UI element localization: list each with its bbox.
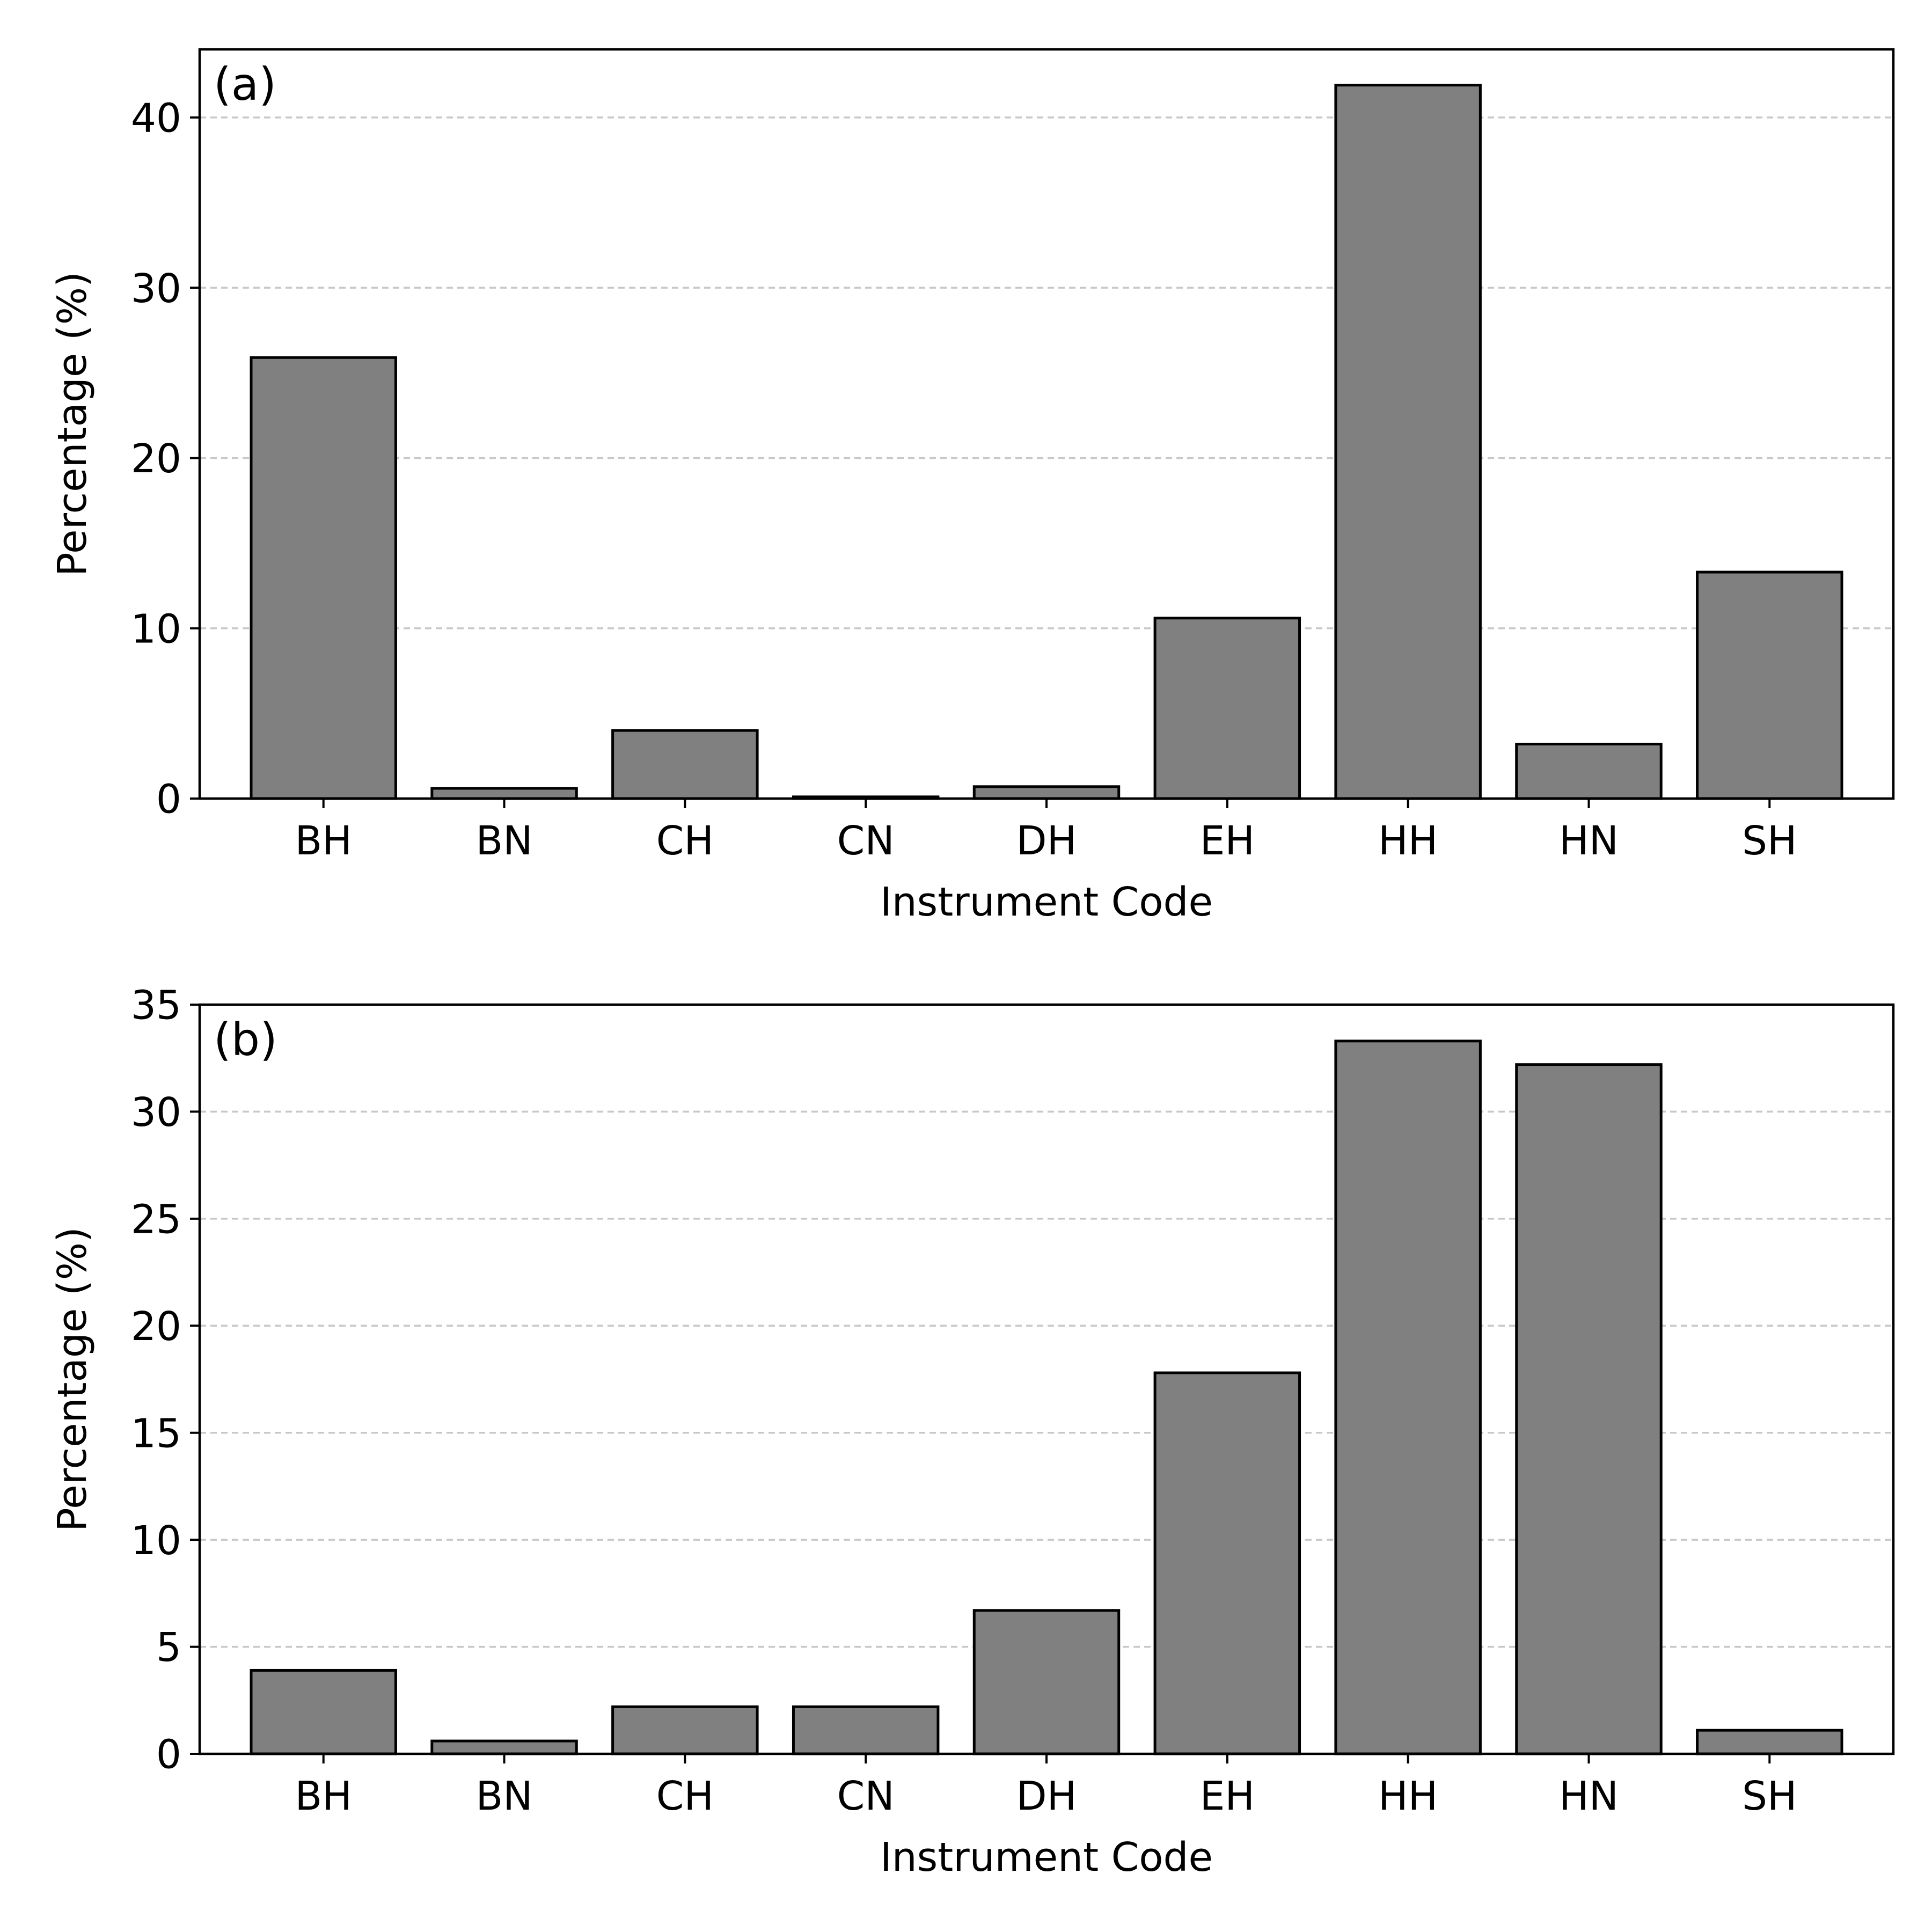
panel-a: 0 10 20 30 40 BH BN CH CN DH EH HH HN SH (a) Instrume… [49, 48, 1895, 925]
x-tick-label-a-hn: HN [1559, 818, 1619, 864]
bar-b-sh [1696, 1729, 1843, 1755]
y-axis-label-a: Percentage (%) [49, 272, 96, 576]
x-tick-label-a-eh: EH [1200, 818, 1255, 864]
y-tick-label-a-0: 0 [156, 777, 181, 823]
bar-a-sh [1696, 570, 1843, 800]
bars-b [250, 1040, 1843, 1755]
bar-b-bn [430, 1739, 578, 1755]
y-tick-label-b-20: 20 [131, 1304, 181, 1350]
panel-label-a: (a) [214, 58, 276, 111]
x-tick-label-a-bh: BH [295, 818, 352, 864]
bar-b-eh [1153, 1371, 1301, 1755]
y-axis-label-b: Percentage (%) [49, 1227, 96, 1532]
y-tick-label-a-10: 10 [131, 606, 181, 652]
bar-a-ch [611, 729, 759, 800]
panel-label-b: (b) [214, 1013, 277, 1066]
y-tick-label-b-30: 30 [131, 1089, 181, 1136]
bar-b-bh [250, 1668, 397, 1755]
bar-a-dh [972, 785, 1121, 800]
y-tick-label-b-35: 35 [131, 983, 181, 1029]
y-tick-label-b-10: 10 [131, 1518, 181, 1564]
x-tick-label-a-ch: CH [656, 818, 714, 864]
x-tick-label-b-hh: HH [1378, 1773, 1438, 1819]
bar-b-dh [972, 1609, 1121, 1755]
x-axis-label-a: Instrument Code [880, 879, 1213, 925]
x-axis-label-b: Instrument Code [880, 1834, 1213, 1880]
y-tick-label-b-0: 0 [156, 1732, 181, 1778]
x-tick-label-a-dh: DH [1016, 818, 1077, 864]
x-tick-label-b-bh: BH [295, 1773, 352, 1819]
bar-a-bh [250, 356, 397, 800]
ticks-a: 0 10 20 30 40 BH BN CH CN DH EH HH HN SH [131, 96, 1797, 864]
bar-a-eh [1153, 617, 1301, 800]
y-tick-label-b-25: 25 [131, 1196, 181, 1242]
bar-a-hh [1334, 84, 1482, 800]
bar-a-hn [1515, 742, 1663, 800]
bar-b-cn [792, 1705, 940, 1755]
x-tick-label-b-eh: EH [1200, 1773, 1255, 1819]
x-tick-label-b-sh: SH [1742, 1773, 1797, 1819]
panel-b: 0 5 10 15 20 25 30 35 BH BN CH CN DH EH HH HN SH (b) Ins… [49, 983, 1895, 1880]
ticks-b: 0 5 10 15 20 25 30 35 BH BN CH CN DH EH HH HN SH [131, 983, 1797, 1819]
y-tick-label-a-30: 30 [131, 266, 181, 312]
x-tick-label-b-hn: HN [1559, 1773, 1619, 1819]
x-tick-label-b-cn: CN [837, 1773, 895, 1819]
bar-a-bn [430, 787, 578, 800]
y-tick-label-b-15: 15 [131, 1410, 181, 1457]
x-tick-label-a-bn: BN [475, 818, 532, 864]
x-tick-label-b-bn: BN [475, 1773, 532, 1819]
bar-b-hn [1515, 1063, 1663, 1755]
y-tick-label-a-20: 20 [131, 436, 181, 482]
grid-lines-a [200, 116, 1893, 630]
y-tick-label-a-40: 40 [131, 96, 181, 142]
x-tick-label-a-hh: HH [1378, 818, 1438, 864]
x-tick-label-b-dh: DH [1016, 1773, 1077, 1819]
x-tick-label-a-cn: CN [837, 818, 895, 864]
bars-a [250, 84, 1843, 800]
bar-b-hh [1334, 1040, 1482, 1755]
bar-b-ch [611, 1705, 759, 1755]
y-tick-label-b-5: 5 [156, 1624, 181, 1671]
x-tick-label-b-ch: CH [656, 1773, 714, 1819]
x-tick-label-a-sh: SH [1742, 818, 1797, 864]
